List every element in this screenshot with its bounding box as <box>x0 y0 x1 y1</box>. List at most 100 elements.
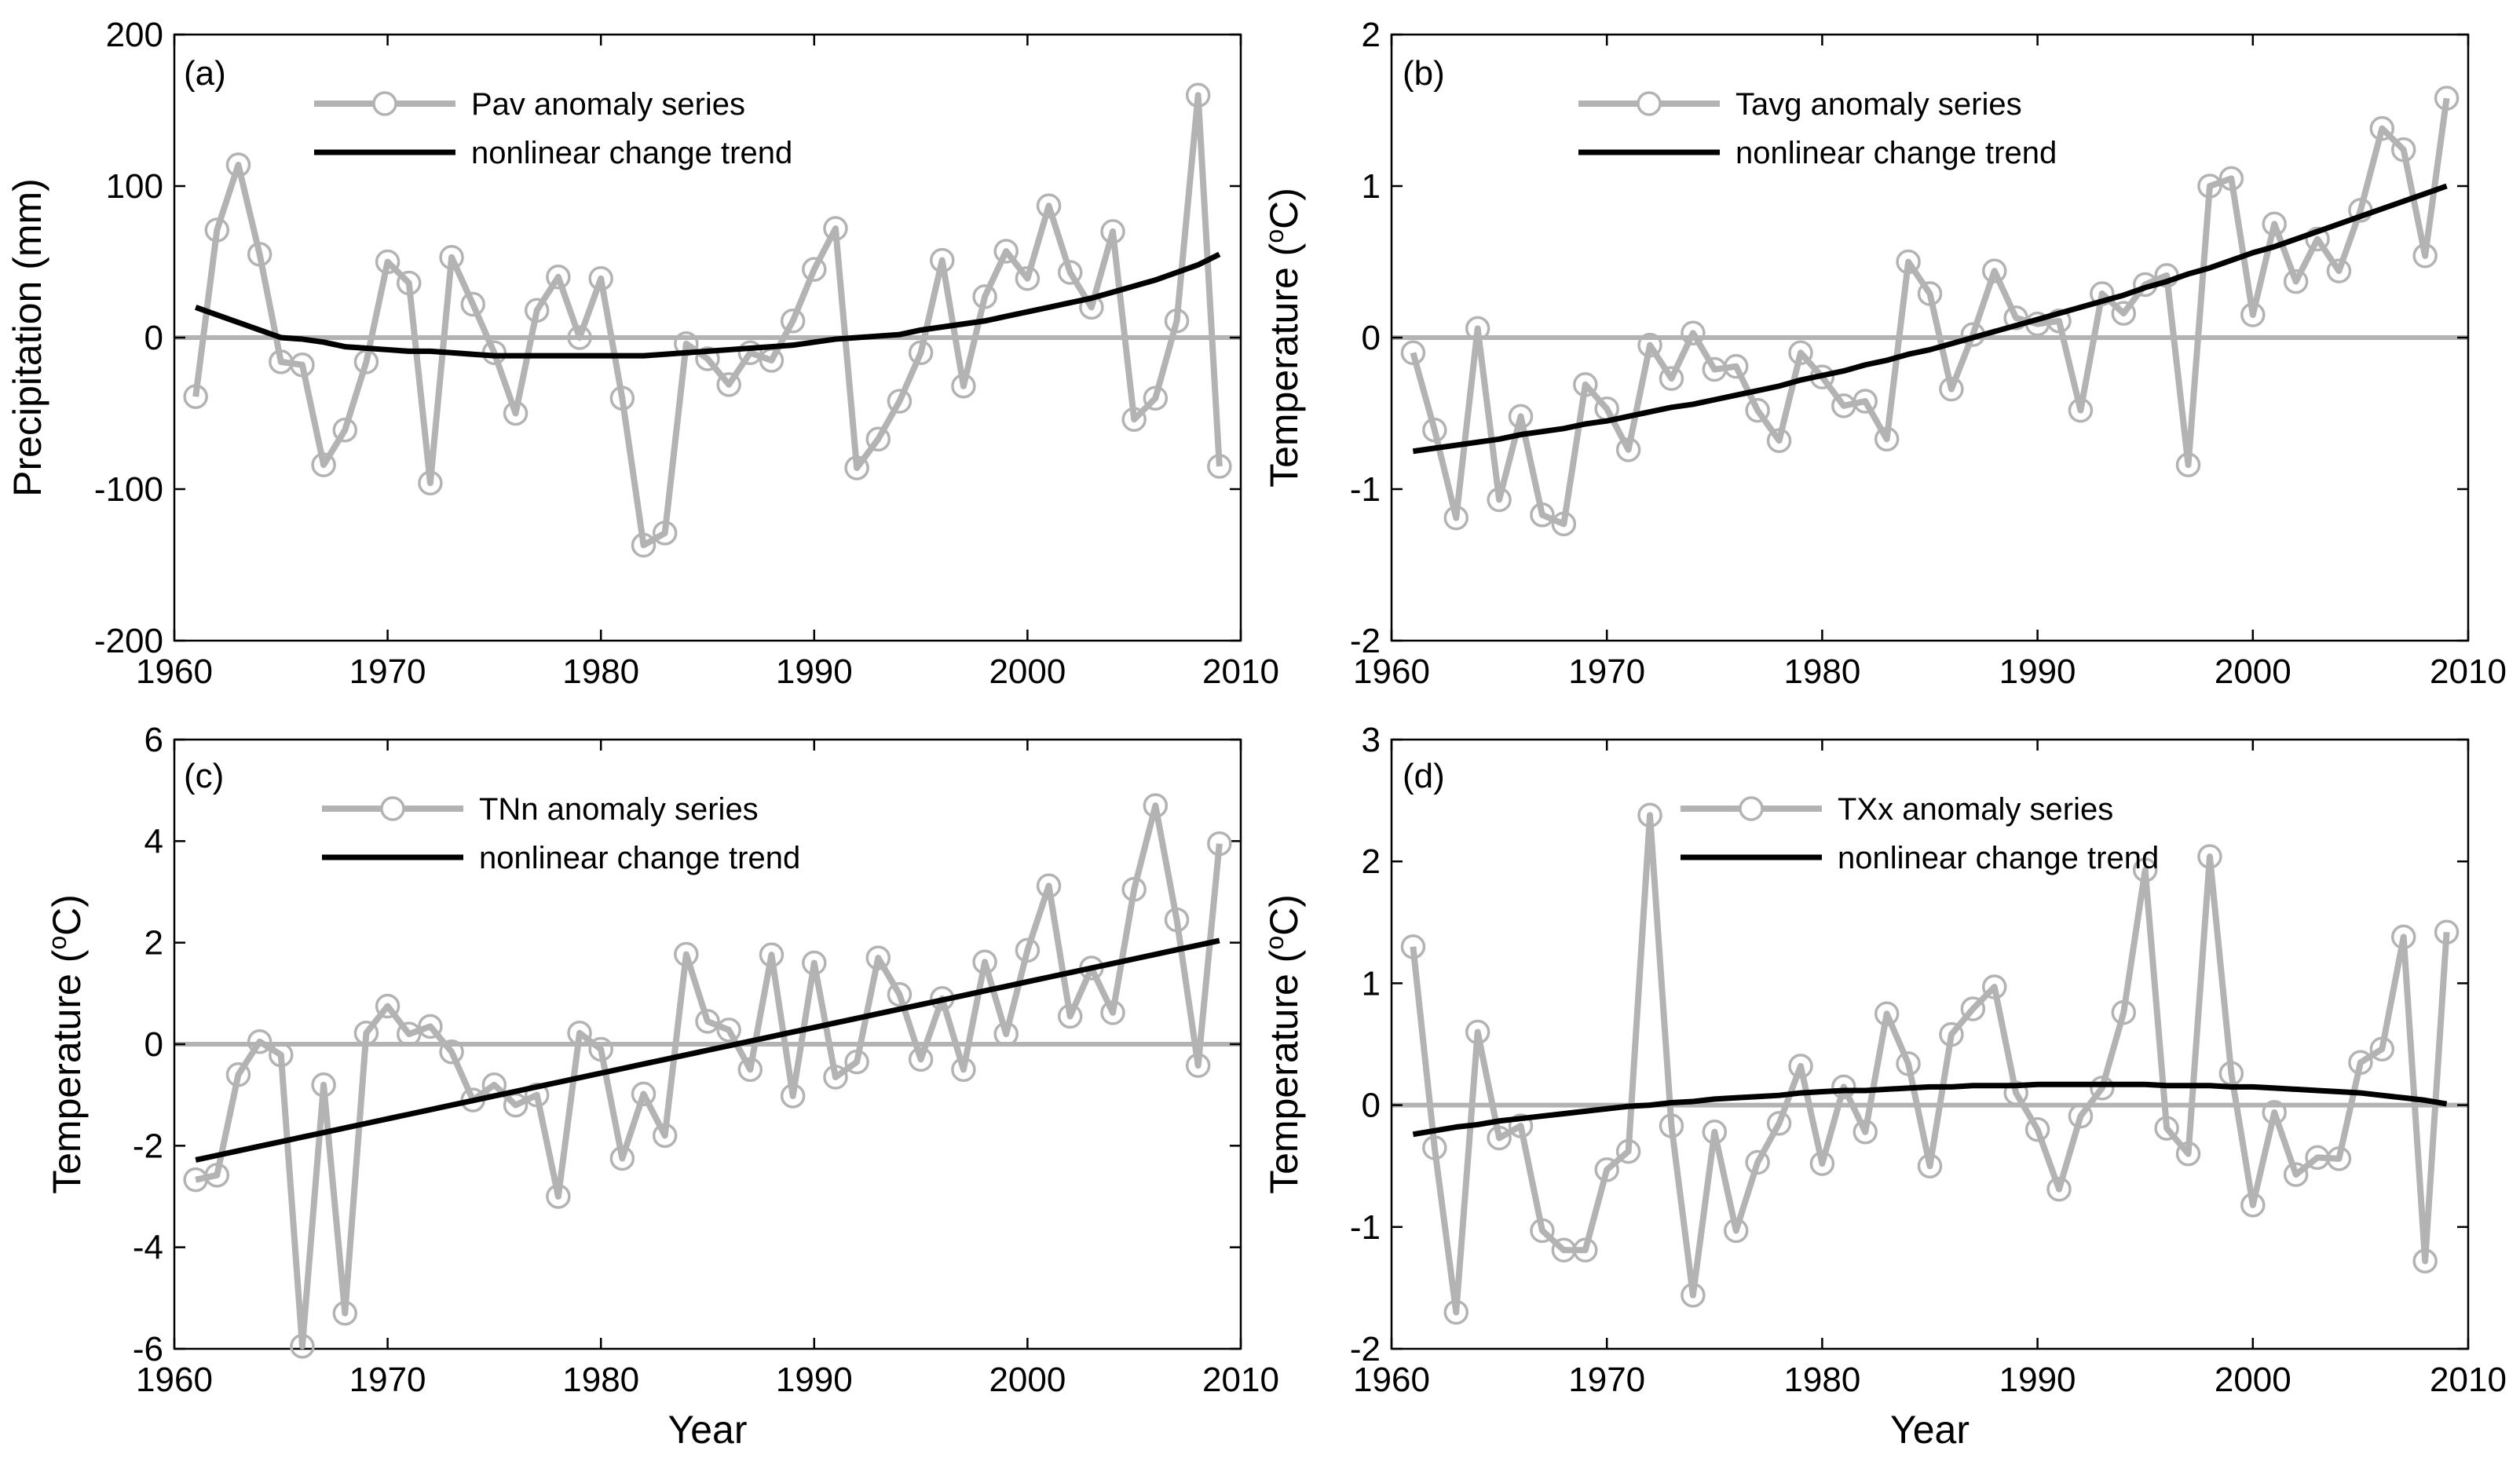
y-axis-label: Temperature (oC) <box>1260 188 1306 488</box>
y-tick-label: 100 <box>106 167 163 206</box>
anomaly-point <box>1896 249 1921 275</box>
y-tick-label: -100 <box>94 470 163 509</box>
anomaly-point <box>247 1029 272 1054</box>
anomaly-point <box>1809 1151 1835 1176</box>
anomaly-point <box>2068 397 2094 423</box>
anomaly-point <box>2390 924 2416 950</box>
x-tick-label: 2000 <box>2215 1361 2291 1399</box>
anomaly-point <box>823 216 848 241</box>
y-tick-label: -1 <box>1350 1208 1381 1247</box>
anomaly-point <box>1615 437 1641 462</box>
legend-series-marker <box>1739 796 1764 821</box>
y-tick-label: 3 <box>1362 721 1381 759</box>
anomaly-point <box>1036 873 1062 898</box>
anomaly-point <box>2348 1050 2373 1076</box>
anomaly-point <box>2305 226 2330 252</box>
panel-d: 1960 1970 1980 1990 2000 2010 3 2 1 0 -1 -2 Temperat… <box>1260 721 2507 1452</box>
anomaly-series-line <box>1410 812 2450 1316</box>
anomaly-point <box>1121 877 1147 902</box>
anomaly-point <box>397 270 422 296</box>
anomaly-point <box>2262 1100 2287 1125</box>
anomaly-point <box>1207 831 1232 857</box>
anomaly-point <box>1465 1019 1490 1045</box>
anomaly-point <box>1400 340 1426 366</box>
anomaly-point <box>2218 166 2244 192</box>
anomaly-point <box>652 521 678 546</box>
anomaly-point <box>865 945 891 970</box>
anomaly-point <box>204 217 230 243</box>
legend-trend-label: nonlinear change trend <box>1838 841 2159 875</box>
anomaly-point <box>972 284 997 309</box>
legend-series-marker <box>380 796 405 821</box>
anomaly-point <box>204 1163 230 1188</box>
anomaly-point <box>908 1047 934 1072</box>
anomaly-point <box>631 1081 657 1107</box>
anomaly-point <box>460 291 485 317</box>
anomaly-point <box>1530 502 1555 528</box>
anomaly-point <box>1939 376 1964 402</box>
anomaly-point <box>183 384 208 410</box>
x-tick-label: 1990 <box>1999 652 2076 691</box>
y-tick-label: 1 <box>1362 167 1381 206</box>
anomaly-point <box>1465 316 1490 342</box>
legend: TNn anomaly series nonlinear change trend <box>322 792 800 875</box>
anomaly-point <box>1853 1119 1878 1145</box>
anomaly-point <box>1143 385 1169 411</box>
panel-c: 1960 1970 1980 1990 2000 2010 6 4 2 0 -2 -4 -6 Temper… <box>43 721 1279 1452</box>
anomaly-point <box>332 417 358 443</box>
y-axis-label: Precipitation (mm) <box>5 178 49 497</box>
anomaly-point <box>2240 302 2266 327</box>
y-tick-label: 4 <box>144 822 163 860</box>
anomaly-point <box>1036 193 1062 218</box>
anomaly-point <box>1917 281 1943 306</box>
anomaly-point <box>972 949 997 974</box>
anomaly-point <box>2283 1162 2309 1187</box>
y-tick-label: -2 <box>1350 1330 1381 1368</box>
x-tick-label: 1980 <box>1783 1361 1860 1399</box>
anomaly-point <box>2046 1176 2072 1202</box>
y-tick-label: 0 <box>144 319 163 357</box>
anomaly-point <box>546 265 571 290</box>
anomaly-point <box>311 452 336 477</box>
anomaly-point <box>2175 452 2201 477</box>
anomaly-point <box>1164 907 1190 933</box>
anomaly-point <box>887 981 913 1007</box>
anomaly-series-line <box>192 92 1223 549</box>
anomaly-point <box>1702 1119 1728 1145</box>
legend-trend-label: nonlinear change trend <box>1735 136 2057 170</box>
legend-series-label: Pav anomaly series <box>471 87 745 122</box>
plot-frame <box>1390 738 2470 1350</box>
anomaly-point <box>1422 1135 1447 1160</box>
anomaly-point <box>503 400 529 426</box>
anomaly-point <box>225 152 251 177</box>
anomaly-point <box>2326 1146 2352 1171</box>
anomaly-point <box>780 1083 806 1109</box>
y-tick-label: -2 <box>1350 622 1381 660</box>
legend: Tavg anomaly series nonlinear change tren… <box>1578 87 2057 170</box>
x-tick-label: 1990 <box>1999 1361 2076 1399</box>
anomaly-point <box>1508 404 1534 429</box>
y-tick-label: 2 <box>1362 842 1381 881</box>
anomaly-point <box>908 340 934 366</box>
x-tick-label: 1980 <box>562 1361 639 1399</box>
anomaly-point <box>588 265 613 291</box>
anomaly-point <box>1487 1125 1512 1151</box>
panel-a: 1960 1970 1980 1990 2000 2010 200 100 0 -100 -200 P… <box>5 16 1279 691</box>
anomaly-point <box>609 1145 635 1171</box>
y-axis-label: Temperature (oC) <box>43 894 89 1194</box>
x-tick-label: 1970 <box>349 1361 426 1399</box>
trend-line <box>1412 1081 2448 1138</box>
anomaly-point <box>930 247 955 273</box>
anomaly-point <box>759 942 785 967</box>
anomaly-point <box>1100 1000 1125 1025</box>
anomaly-point <box>1637 802 1662 828</box>
anomaly-series-line <box>195 802 1223 1350</box>
anomaly-point <box>1766 1111 1792 1136</box>
anomaly-point <box>1659 1113 1684 1138</box>
y-tick-label: -1 <box>1350 470 1381 509</box>
anomaly-point <box>2390 137 2416 163</box>
anomaly-point <box>1723 353 1749 379</box>
legend: Pav anomaly series nonlinear change trend <box>314 87 792 170</box>
anomaly-point <box>1594 1157 1619 1182</box>
anomaly-point <box>951 1057 976 1083</box>
